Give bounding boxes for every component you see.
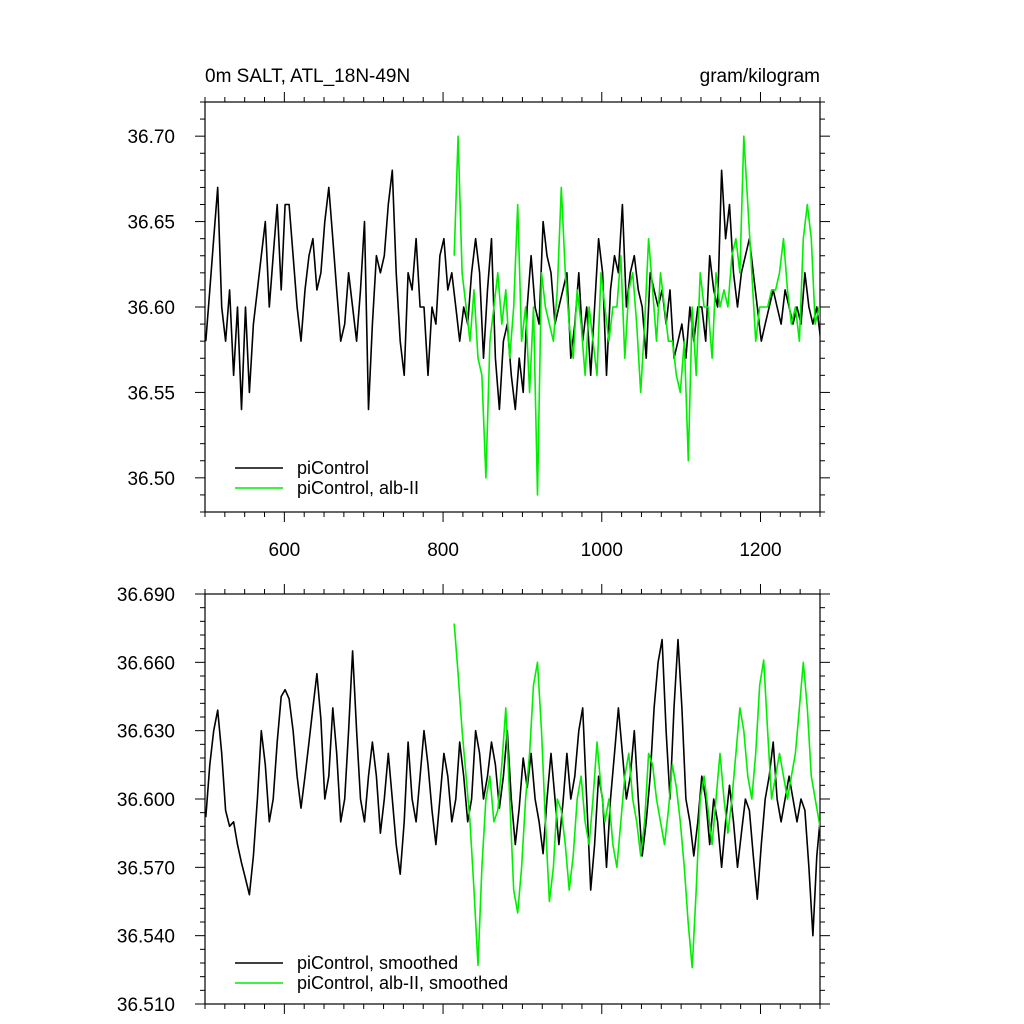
y-tick-label: 36.690: [117, 585, 175, 606]
legend-label: piControl, alb-II, smoothed: [297, 973, 508, 993]
y-tick-label: 36.55: [127, 383, 175, 404]
legend-label: piControl: [297, 458, 369, 478]
series-line-alb-ii: [453, 135, 820, 496]
bottom-smoothed-salinity-panel: 36.510 36.540 36.570 36.600 36.630 36.660 36.6…: [117, 584, 830, 1016]
y-tick-label: 36.60: [127, 298, 175, 319]
chart-title: 0m SALT, ATL_18N-49N: [205, 66, 410, 87]
x-tick-label: 1200: [739, 540, 781, 561]
y-tick-label: 36.570: [117, 858, 175, 879]
series-line-picontrol: [205, 638, 820, 937]
y-tick-label: 36.540: [117, 927, 175, 948]
y-tick-label: 36.510: [117, 995, 175, 1016]
legend-label: piControl, alb-II: [297, 478, 419, 498]
y-tick-label: 36.600: [117, 790, 175, 811]
units-label: gram/kilogram: [700, 66, 820, 87]
y-tick-label: 36.630: [117, 722, 175, 743]
y-tick-label: 36.660: [117, 653, 175, 674]
x-tick-label: 800: [427, 540, 459, 561]
y-tick-label: 36.50: [127, 469, 175, 490]
x-tick-label: 600: [269, 540, 301, 561]
series-group: [205, 135, 820, 496]
top-salinity-panel: 600 800 1000 1200 36.50 36.55 36.60 36.65 36.70 0…: [127, 66, 830, 561]
y-tick-label: 36.70: [127, 127, 175, 148]
y-tick-label: 36.65: [127, 213, 175, 234]
x-tick-label: 1000: [581, 540, 623, 561]
series-line-picontrol: [205, 169, 820, 411]
legend-label: piControl, smoothed: [297, 953, 458, 973]
series-group: [205, 623, 820, 969]
series-line-alb-ii: [453, 623, 820, 969]
